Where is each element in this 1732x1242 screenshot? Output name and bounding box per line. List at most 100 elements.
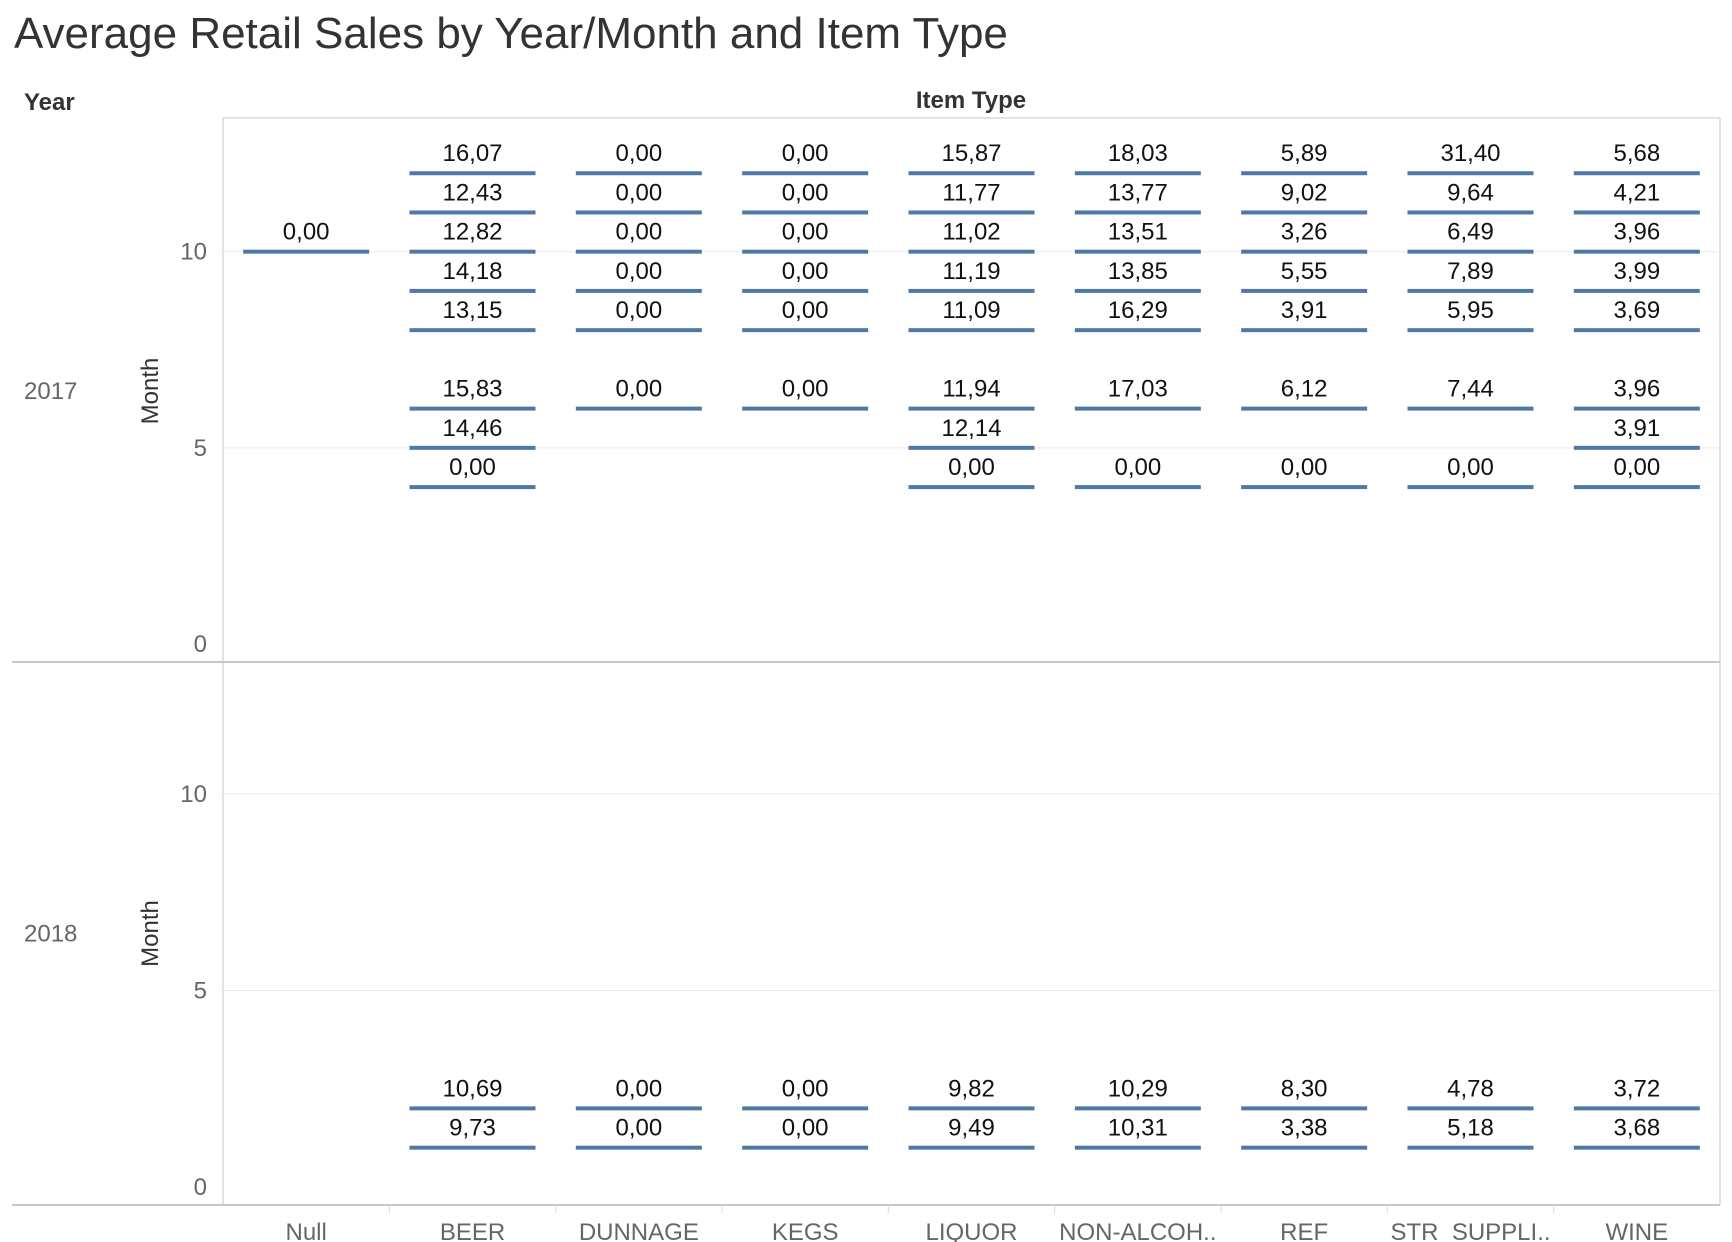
column-header-item-type: Item Type <box>916 87 1026 114</box>
gantt-mark <box>1241 171 1368 176</box>
gantt-mark <box>1573 485 1700 490</box>
y-tick-label: 5 <box>194 435 207 462</box>
gantt-mark <box>575 288 702 293</box>
value-label: 0,00 <box>615 376 662 403</box>
value-label: 10,29 <box>1108 1075 1168 1102</box>
value-label: 0,00 <box>782 1115 829 1142</box>
gantt-mark <box>1074 406 1201 411</box>
value-label: 0,00 <box>1613 454 1660 481</box>
gantt-mark <box>742 288 869 293</box>
gantt-mark <box>1241 406 1368 411</box>
value-label: 11,77 <box>942 179 1000 206</box>
gantt-mark <box>575 1145 702 1150</box>
value-label: 15,87 <box>941 140 1001 167</box>
gantt-mark <box>1074 1145 1201 1150</box>
marks: 0,00 16,07 12,43 12,82 14,18 13,15 15,83 14,46 0… <box>243 140 1700 1150</box>
value-label: 3,91 <box>1281 297 1328 324</box>
value-label: 11,19 <box>942 258 1000 285</box>
value-label: 12,82 <box>442 219 502 246</box>
value-label: 12,14 <box>941 415 1001 442</box>
value-label: 9,82 <box>948 1075 995 1102</box>
plot-frame <box>12 117 1721 1213</box>
value-label: 3,38 <box>1281 1115 1328 1142</box>
gantt-mark <box>908 406 1035 411</box>
gantt-mark <box>409 249 536 254</box>
value-label: 0,00 <box>782 140 829 167</box>
value-label: 10,69 <box>442 1075 502 1102</box>
category-label: WINE <box>1605 1219 1668 1242</box>
year-row-label: 2017 <box>24 378 77 405</box>
gantt-mark <box>908 328 1035 333</box>
value-label: 0,00 <box>1114 454 1161 481</box>
value-label: 0,00 <box>782 258 829 285</box>
gantt-mark <box>409 328 536 333</box>
value-label: 18,03 <box>1108 140 1168 167</box>
gantt-mark <box>742 328 869 333</box>
gantt-mark <box>1407 485 1534 490</box>
gantt-mark <box>1573 171 1700 176</box>
gantt-mark <box>1074 288 1201 293</box>
value-label: 0,00 <box>782 219 829 246</box>
gantt-mark <box>1407 328 1534 333</box>
gantt-mark <box>908 171 1035 176</box>
value-label: 13,77 <box>1108 179 1168 206</box>
y-axis-label: Month <box>137 900 164 967</box>
gantt-mark <box>575 1106 702 1111</box>
value-label: 11,94 <box>942 376 1000 403</box>
value-label: 0,00 <box>1281 454 1328 481</box>
gantt-mark <box>1241 288 1368 293</box>
value-label: 5,18 <box>1447 1115 1494 1142</box>
chart-title: Average Retail Sales by Year/Month and I… <box>14 9 1008 58</box>
value-label: 14,18 <box>442 258 502 285</box>
gantt-mark <box>409 171 536 176</box>
value-label: 3,69 <box>1613 297 1660 324</box>
category-label: BEER <box>440 1219 505 1242</box>
value-label: 3,96 <box>1613 219 1660 246</box>
category-label: KEGS <box>772 1219 839 1242</box>
value-label: 16,29 <box>1108 297 1168 324</box>
gantt-mark <box>742 1106 869 1111</box>
gantt-mark <box>1407 249 1534 254</box>
y-tick-label: 10 <box>180 239 207 266</box>
gantt-mark <box>1074 171 1201 176</box>
value-label: 0,00 <box>782 1075 829 1102</box>
gantt-mark <box>575 171 702 176</box>
gantt-mark <box>908 1106 1035 1111</box>
value-label: 11,02 <box>942 219 1000 246</box>
value-label: 0,00 <box>615 297 662 324</box>
gantt-mark <box>575 210 702 215</box>
value-label: 9,73 <box>449 1115 496 1142</box>
value-label: 0,00 <box>782 376 829 403</box>
gantt-mark <box>1074 328 1201 333</box>
value-label: 7,44 <box>1447 376 1494 403</box>
gantt-mark <box>1241 1145 1368 1150</box>
gantt-mark <box>742 210 869 215</box>
y-tick-label: 10 <box>180 781 207 808</box>
gantt-mark <box>409 210 536 215</box>
gantt-mark <box>409 1145 536 1150</box>
value-label: 0,00 <box>782 297 829 324</box>
value-label: 5,55 <box>1281 258 1328 285</box>
value-label: 12,43 <box>442 179 502 206</box>
gantt-mark <box>409 406 536 411</box>
value-label: 0,00 <box>283 219 330 246</box>
gantt-mark <box>1241 1106 1368 1111</box>
gantt-mark <box>742 171 869 176</box>
value-label: 7,89 <box>1447 258 1494 285</box>
gantt-mark <box>1074 210 1201 215</box>
value-label: 11,09 <box>942 297 1000 324</box>
y-axis-label: Month <box>137 358 164 425</box>
gantt-mark <box>1074 485 1201 490</box>
gantt-mark <box>1407 1106 1534 1111</box>
gantt-mark <box>742 406 869 411</box>
gantt-mark <box>1241 328 1368 333</box>
gantt-mark <box>742 1145 869 1150</box>
category-label: DUNNAGE <box>579 1219 699 1242</box>
gantt-mark <box>409 288 536 293</box>
value-label: 10,31 <box>1108 1115 1168 1142</box>
value-label: 3,68 <box>1613 1115 1660 1142</box>
value-label: 3,99 <box>1613 258 1660 285</box>
year-row-label: 2018 <box>24 921 77 948</box>
category-label: REF <box>1280 1219 1328 1242</box>
